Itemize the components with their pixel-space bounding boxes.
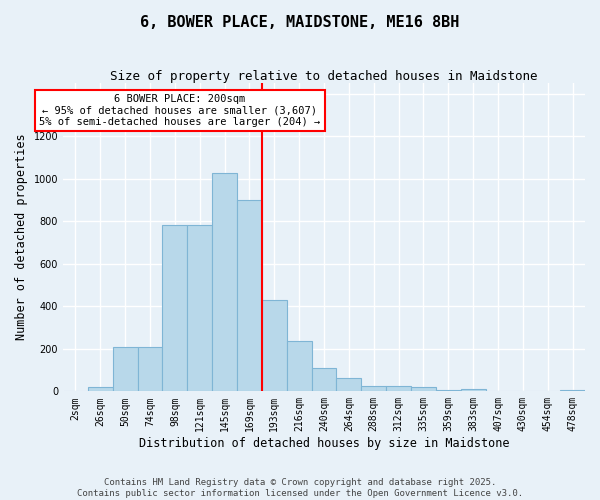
Bar: [436, 390, 461, 392]
Bar: [461, 389, 485, 392]
X-axis label: Distribution of detached houses by size in Maidstone: Distribution of detached houses by size …: [139, 437, 509, 450]
Bar: [287, 342, 311, 392]
Bar: [137, 346, 163, 392]
Bar: [311, 368, 337, 392]
Bar: [411, 387, 436, 392]
Bar: [163, 226, 187, 392]
Title: Size of property relative to detached houses in Maidstone: Size of property relative to detached ho…: [110, 70, 538, 83]
Bar: [187, 226, 212, 392]
Bar: [262, 300, 287, 392]
Bar: [361, 386, 386, 392]
Text: 6, BOWER PLACE, MAIDSTONE, ME16 8BH: 6, BOWER PLACE, MAIDSTONE, ME16 8BH: [140, 15, 460, 30]
Y-axis label: Number of detached properties: Number of detached properties: [15, 134, 28, 340]
Bar: [88, 387, 113, 392]
Text: 6 BOWER PLACE: 200sqm
← 95% of detached houses are smaller (3,607)
5% of semi-de: 6 BOWER PLACE: 200sqm ← 95% of detached …: [39, 94, 320, 127]
Bar: [560, 390, 585, 392]
Bar: [237, 200, 262, 392]
Text: Contains HM Land Registry data © Crown copyright and database right 2025.
Contai: Contains HM Land Registry data © Crown c…: [77, 478, 523, 498]
Bar: [113, 346, 137, 392]
Bar: [212, 174, 237, 392]
Bar: [337, 378, 361, 392]
Bar: [386, 386, 411, 392]
